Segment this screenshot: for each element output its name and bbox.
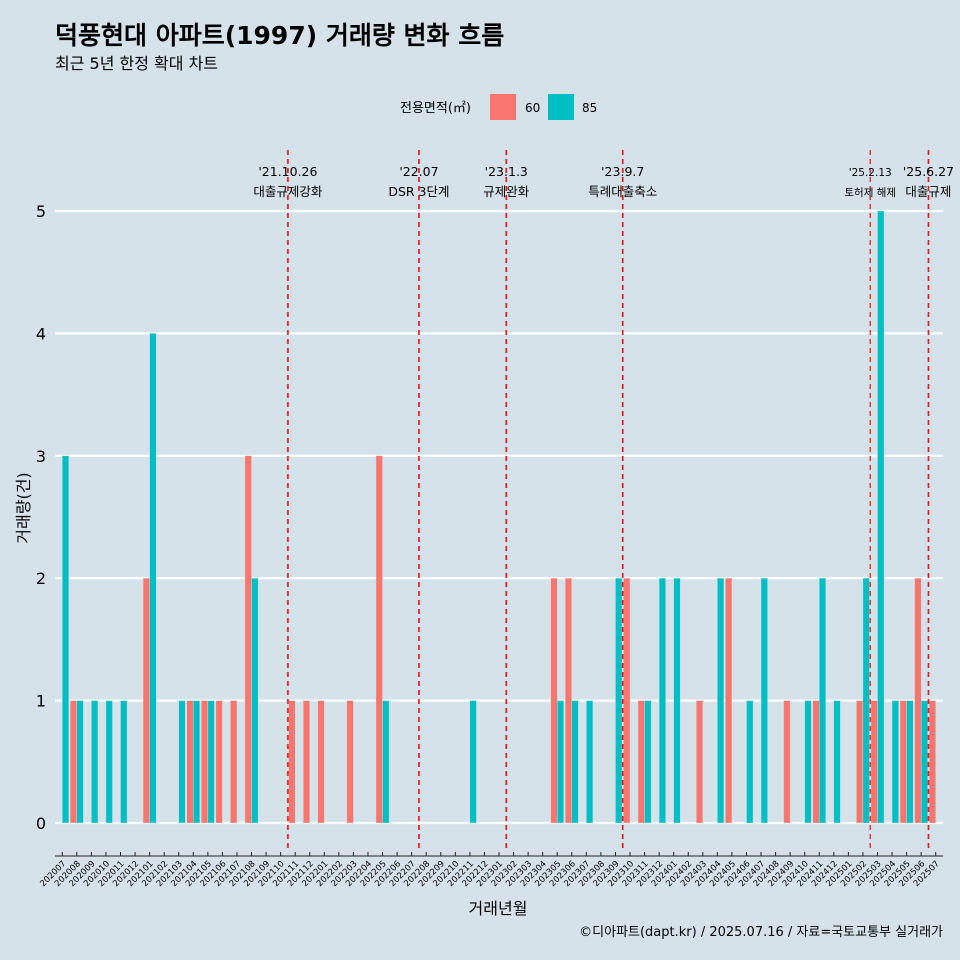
bar-60-202101 (142, 578, 150, 824)
event-label: 토허제 해제 (844, 186, 896, 199)
event-date: '23.1.3 (485, 164, 528, 179)
legend-label-60: 60 (525, 101, 540, 115)
bar-60-202403 (696, 700, 704, 824)
bar-85-202306 (571, 700, 579, 824)
bar-60-202505 (899, 700, 907, 824)
bar-85-202007 (62, 455, 70, 824)
source-caption: ©디아파트(dapt.kr) / 2025.07.16 / 자료=국토교통부 실… (579, 925, 943, 940)
event-label: 규제완화 (483, 184, 530, 199)
y-tick-label: 2 (36, 569, 46, 588)
legend-title: 전용면적(㎡) (400, 101, 471, 116)
y-axis: 0 1 2 3 4 5 (36, 202, 46, 833)
bar-85-202307 (586, 700, 594, 824)
bar-60-202107 (230, 700, 238, 824)
bar-85-202505 (906, 700, 914, 824)
event-label: 특례대출축소 (588, 184, 657, 199)
y-tick-label: 0 (36, 814, 46, 833)
y-axis-title: 거래량(건) (14, 472, 33, 543)
bar-85-202009 (91, 700, 99, 824)
bar-60-202311 (637, 700, 645, 824)
bar-85-202105 (207, 700, 215, 824)
bar-85-202311 (644, 700, 652, 824)
bar-60-202112 (303, 700, 310, 824)
bar-60-202201 (317, 700, 325, 824)
event-label: DSR 3단계 (388, 184, 449, 199)
bar-60-202507 (928, 700, 936, 824)
event-date: '21.10.26 (258, 164, 317, 179)
bar-60-202205 (375, 455, 383, 824)
chart-subtitle: 최근 5년 한정 확대 차트 (55, 54, 218, 73)
bar-85-202103 (178, 700, 186, 824)
bar-85-202503 (877, 210, 885, 824)
bar-85-202504 (891, 700, 899, 824)
chart-title: 덕풍현대 아파트(1997) 거래량 변화 흐름 (55, 21, 504, 50)
bar-85-202010 (105, 700, 113, 824)
y-tick-label: 5 (36, 202, 46, 221)
legend: 전용면적(㎡) 60 85 (400, 94, 597, 120)
bar-60-202502 (856, 700, 864, 824)
bar-60-202405 (725, 578, 733, 824)
bar-60-202506 (914, 578, 922, 824)
event-markers: '21.10.26 대출규제강화 '22.07 DSR 3단계 '23.1.3 규제완화 '… (253, 150, 954, 852)
y-tick-label: 1 (36, 692, 46, 711)
bar-60-202411 (812, 700, 820, 824)
bar-85-202502 (862, 578, 870, 824)
x-axis-title: 거래년월 (469, 899, 528, 918)
bar-60-202008 (70, 700, 78, 824)
bar-85-202410 (804, 700, 812, 824)
bar-85-202305 (557, 700, 564, 824)
bar-60-202105 (201, 700, 209, 824)
bar-60-202306 (565, 578, 572, 824)
bar-60-202111 (288, 700, 296, 824)
event-label: 대출규제 (905, 184, 951, 199)
x-axis: 2020072020082020092020102020112020122021… (38, 852, 943, 889)
bars (62, 210, 936, 824)
bar-85-202108 (251, 578, 259, 824)
bar-85-202411 (819, 578, 827, 824)
bar-85-202312 (658, 578, 666, 824)
bar-60-202503 (870, 700, 878, 824)
y-tick-label: 4 (36, 324, 46, 343)
bar-85-202011 (120, 700, 128, 824)
bar-85-202401 (673, 578, 681, 824)
event-label: 대출규제강화 (253, 184, 323, 199)
bar-85-202211 (469, 700, 477, 824)
bar-85-202104 (193, 700, 201, 824)
legend-swatch-85 (548, 94, 574, 120)
event-date: '25.6.27 (903, 164, 954, 179)
event-date: '22.07 (399, 164, 438, 179)
bar-85-202407 (760, 578, 768, 824)
legend-swatch-60 (490, 94, 516, 120)
bar-85-202101 (149, 333, 157, 824)
bar-85-202309 (615, 578, 623, 824)
bar-85-202404 (717, 578, 725, 824)
bar-60-202310 (623, 578, 631, 824)
bar-85-202406 (746, 700, 754, 824)
bar-60-202108 (244, 455, 252, 824)
bar-60-202305 (550, 578, 558, 824)
bar-85-202205 (382, 700, 390, 824)
bar-60-202203 (346, 700, 354, 824)
bar-60-202106 (215, 700, 223, 824)
bar-60-202104 (186, 700, 194, 824)
event-date: '23.9.7 (601, 164, 644, 179)
bar-60-202409 (783, 700, 791, 824)
bar-85-202412 (833, 700, 841, 824)
bar-85-202506 (920, 700, 928, 824)
legend-label-85: 85 (582, 101, 597, 115)
bar-85-202008 (76, 700, 84, 824)
event-date: '25.2.13 (849, 167, 892, 179)
y-tick-label: 3 (36, 447, 46, 466)
